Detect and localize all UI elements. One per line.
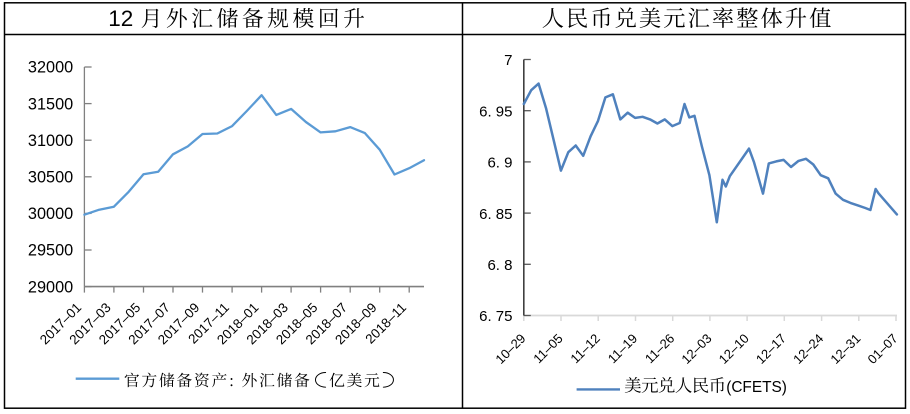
svg-text:6. 85: 6. 85 (479, 206, 512, 223)
svg-text:6. 95: 6. 95 (479, 103, 512, 120)
svg-text:29500: 29500 (28, 242, 73, 260)
svg-text:30000: 30000 (28, 205, 73, 223)
svg-text:30500: 30500 (28, 169, 73, 187)
svg-text:(CFETS): (CFETS) (726, 379, 787, 396)
svg-text:6. 75: 6. 75 (479, 308, 512, 325)
svg-text:31500: 31500 (28, 95, 73, 113)
svg-text:29000: 29000 (28, 278, 73, 296)
svg-text:6. 9: 6. 9 (487, 155, 512, 172)
svg-text:12: 12 (108, 6, 133, 31)
svg-text:6. 8: 6. 8 (487, 257, 512, 274)
svg-text:7: 7 (504, 52, 512, 69)
svg-text:31000: 31000 (28, 132, 73, 150)
svg-text:32000: 32000 (28, 59, 73, 77)
